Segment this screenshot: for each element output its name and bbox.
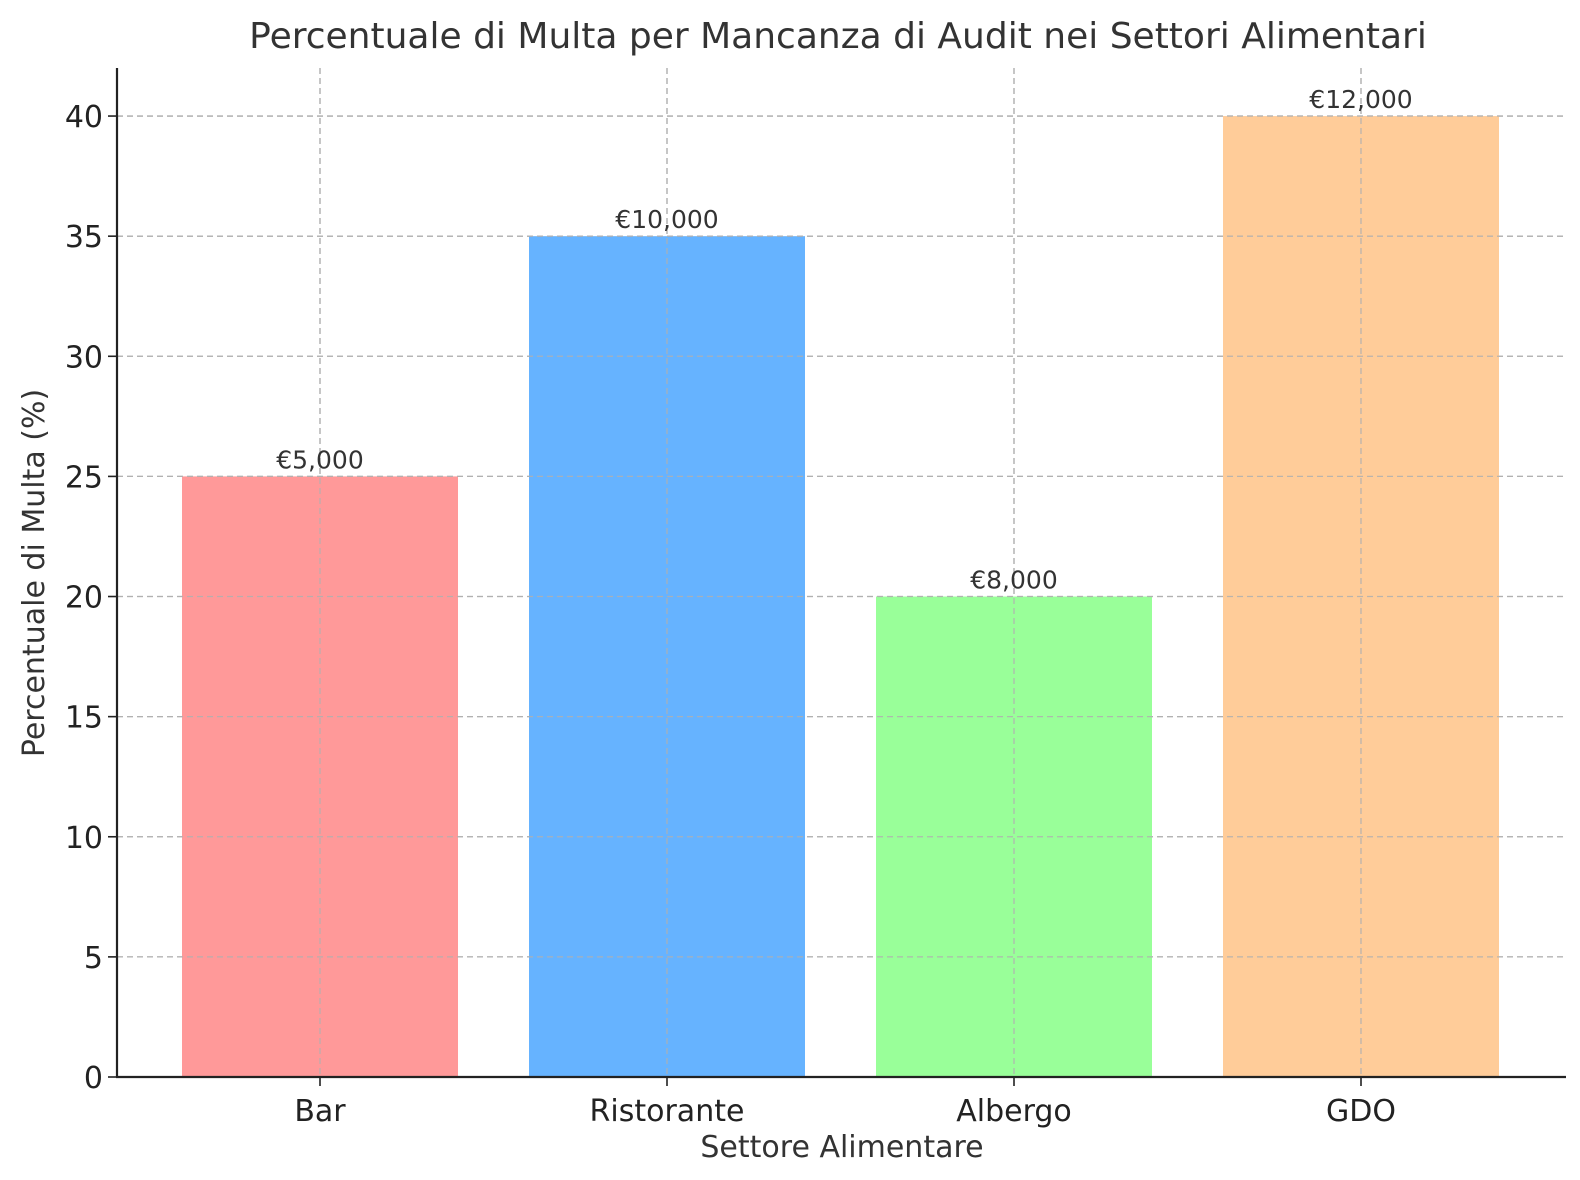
y-tick-label: 0 <box>84 1061 103 1096</box>
y-tick-label: 40 <box>65 100 103 135</box>
bar-value-label: €10,000 <box>615 205 718 234</box>
x-tick-label: Bar <box>294 1094 346 1129</box>
y-axis-ticks: 0 5 10 15 20 25 30 35 40 <box>65 100 117 1096</box>
x-tick-label: Albergo <box>956 1094 1072 1129</box>
y-tick-label: 10 <box>65 821 103 856</box>
x-axis-ticks: Bar Ristorante Albergo GDO <box>294 1077 1396 1129</box>
bar-value-label: €12,000 <box>1309 85 1412 114</box>
x-gridlines <box>319 68 1362 1077</box>
x-axis-label: Settore Alimentare <box>700 1130 983 1165</box>
chart-title: Percentuale di Multa per Mancanza di Aud… <box>249 16 1427 57</box>
x-tick-label: Ristorante <box>590 1094 745 1129</box>
y-tick-label: 20 <box>65 581 103 616</box>
bar-ristorante <box>529 236 805 1077</box>
bar-bar <box>182 476 458 1077</box>
y-tick-label: 15 <box>65 701 103 736</box>
bar-value-label: €8,000 <box>970 566 1057 595</box>
gridlines-overlay <box>117 68 1566 1078</box>
y-tick-label: 35 <box>65 220 103 255</box>
x-tick-label: GDO <box>1326 1094 1396 1129</box>
y-tick-label: 25 <box>65 460 103 495</box>
y-axis-label: Percentuale di Multa (%) <box>17 389 52 757</box>
bar-value-label: €5,000 <box>276 445 363 474</box>
y-tick-label: 5 <box>84 941 103 976</box>
y-tick-label: 30 <box>65 340 103 375</box>
data-labels: €5,000 €10,000 €8,000 €12,000 <box>276 85 1412 594</box>
